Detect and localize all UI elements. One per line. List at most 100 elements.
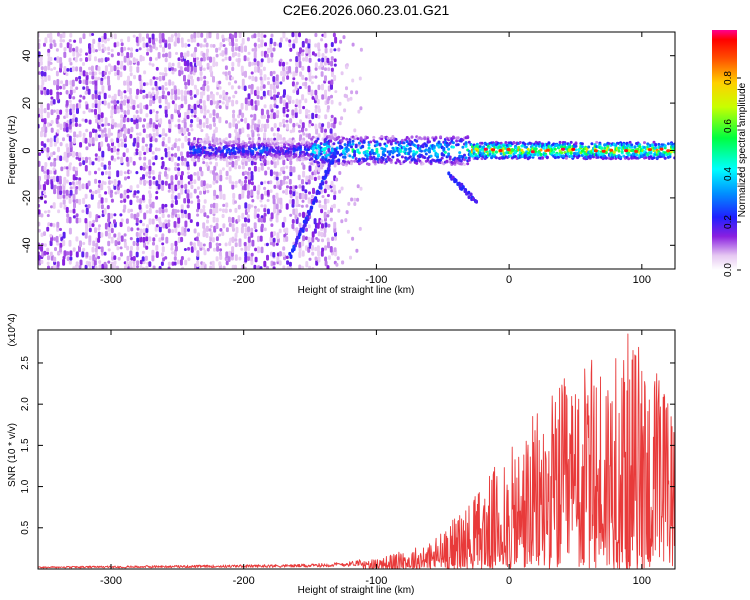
spectrogram-cell (397, 153, 401, 157)
spectrogram-cell (206, 109, 210, 114)
spectrogram-cell (40, 131, 43, 138)
spectrogram-cell (98, 100, 102, 106)
spectrogram-cell (208, 143, 212, 147)
spectrogram-cell (298, 129, 302, 133)
spectrogram-cell (321, 195, 325, 199)
spectrogram-cell (260, 58, 264, 63)
spectrogram-cell (269, 241, 273, 246)
spectrogram-cell (125, 156, 129, 162)
spectrogram-cell (232, 113, 235, 119)
spectrogram-cell (268, 143, 272, 147)
spectrogram-cell (187, 198, 190, 204)
spectrogram-cell (91, 71, 95, 77)
spectrogram-cell (301, 49, 305, 53)
spectrogram-cell (276, 80, 279, 86)
spectrogram-cell (129, 250, 133, 258)
spectrogram-cell (38, 71, 41, 75)
spectrogram-cell (206, 48, 209, 54)
spectrogram-cell (60, 166, 64, 172)
spectrogram-cell (142, 89, 146, 94)
spectrogram-cell (650, 143, 654, 147)
spectrogram-cell (365, 136, 369, 140)
spectrogram-cell (237, 57, 241, 63)
spectrogram-cell (160, 261, 164, 267)
spectrogram-cell (267, 166, 270, 171)
spectrogram-cell (321, 94, 325, 100)
spectrogram-cell (228, 41, 232, 46)
spectrogram-cell (113, 179, 117, 186)
spectrogram-cell (124, 176, 127, 181)
spectrogram-cell (250, 181, 254, 186)
spectrogram-cell (63, 166, 67, 170)
spectrogram-cell (285, 236, 289, 242)
spectrogram-cell (270, 57, 274, 63)
spectrogram-cell (148, 165, 152, 172)
spectrogram-x-axis-label: Height of straight line (km) (298, 285, 415, 296)
spectrogram-cell (272, 198, 276, 205)
spectrogram-cell (278, 260, 282, 266)
spectrogram-cell (152, 176, 156, 180)
spectrogram-cell (53, 57, 57, 61)
spectrogram-cell (82, 95, 86, 100)
spectrogram-cell (135, 151, 139, 156)
spectrogram-cell (129, 60, 132, 66)
spectrogram-cell (136, 246, 140, 251)
spectrogram-cell (49, 56, 53, 62)
spectrogram-cell (81, 183, 85, 190)
spectrogram-cell (123, 114, 127, 118)
spectrogram-cell (183, 248, 187, 252)
snr-x-tick-label: 100 (633, 575, 651, 587)
spectrogram-cell (81, 156, 85, 161)
spectrogram-cell (189, 192, 193, 199)
spectrogram-cell (164, 67, 168, 73)
spectrogram-cell (65, 189, 69, 196)
spectrogram-cell (177, 156, 181, 161)
spectrogram-cell (301, 199, 305, 203)
spectrogram-cell (68, 46, 72, 53)
spectrogram-cell (305, 108, 309, 116)
spectrogram-cell (157, 183, 161, 190)
spectrogram-cell (253, 222, 257, 229)
spectrogram-cell (132, 256, 136, 262)
spectrogram-cell (116, 41, 120, 47)
spectrogram-cell (283, 175, 287, 181)
spectrogram-cell (139, 236, 143, 243)
spectrogram-cell (50, 178, 54, 186)
spectrogram-cell (620, 150, 624, 154)
spectrogram-cell (275, 104, 279, 109)
spectrogram-cell (254, 76, 258, 82)
spectrogram-cell (235, 226, 239, 234)
spectrogram-cell (155, 209, 159, 214)
spectrogram-cell (295, 98, 299, 105)
spectrogram-cell (95, 251, 98, 258)
spectrogram-cell (346, 148, 350, 151)
spectrogram-cell (129, 237, 133, 241)
spectrogram-cell (286, 123, 289, 130)
spectrogram-cell (123, 238, 127, 243)
spectrogram-cell (211, 93, 215, 101)
spectrogram-cell (269, 180, 273, 185)
spectrogram-cell (202, 222, 206, 229)
spectrogram-cell (50, 96, 54, 100)
snr-y-axis-label: SNR (10 * v/v) (7, 423, 18, 487)
spectrogram-cell (243, 55, 247, 62)
spectrogram-cell (269, 83, 273, 90)
spectrogram-cell (448, 155, 452, 159)
spectrogram-cell (88, 170, 92, 176)
spectrogram-cell (224, 242, 228, 247)
spectrogram-cell (234, 129, 238, 134)
spectrogram-cell (123, 133, 126, 139)
spectrogram-cell (123, 198, 127, 203)
spectrogram-cell (57, 209, 61, 214)
spectrogram-cell (40, 259, 44, 265)
spectrogram-cell (260, 181, 264, 186)
spectrogram-cell (177, 138, 181, 142)
spectrogram-cell (116, 156, 120, 160)
spectrogram-cell (292, 71, 296, 78)
spectrogram-cell (127, 208, 131, 214)
spectrogram-cell (319, 162, 323, 166)
spectrogram-cell (136, 212, 140, 218)
spectrogram-cell (286, 265, 290, 269)
spectrogram-cell (272, 241, 276, 247)
spectrogram-cell (244, 70, 247, 78)
